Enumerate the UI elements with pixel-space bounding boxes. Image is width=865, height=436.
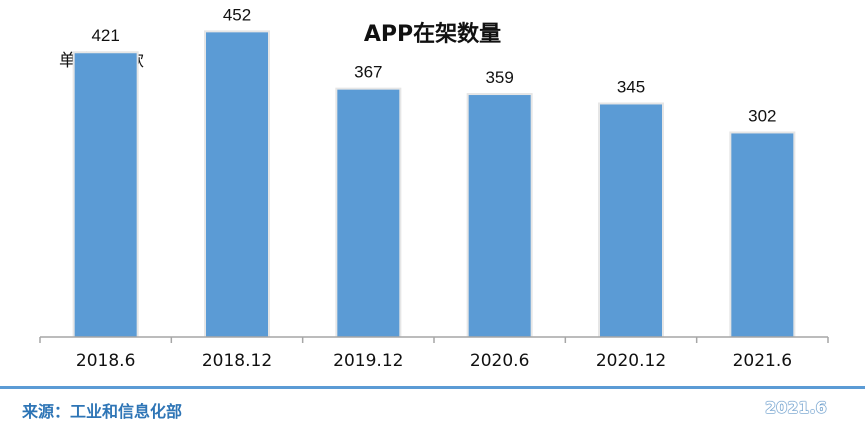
data-label: 345 [617,77,645,96]
bar [206,32,268,338]
data-label: 367 [354,63,382,82]
x-tick-label: 2018.6 [76,351,135,371]
date-badge: 2021.6 [765,398,827,417]
data-label: 452 [223,5,251,24]
bar [731,133,794,337]
x-tick-label: 2019.12 [333,351,403,371]
bar-chart: 421 2018.6 452 2018.12 367 2019.12 359 2020.6 34… [39,5,829,371]
bar [600,104,662,337]
bars-layer [72,30,796,338]
chart-title: APP在架数量 [363,22,502,47]
ticks-layer [39,337,829,343]
bar [337,89,400,337]
labels-layer: 421 2018.6 452 2018.12 367 2019.12 359 2020.6 34… [76,5,792,371]
bar [74,53,137,337]
bar [468,95,531,337]
source-note: 来源：工业和信息化部 [22,402,183,421]
x-tick-label: 2020.12 [596,351,666,371]
x-tick-label: 2020.6 [470,351,529,371]
data-label: 302 [748,106,776,125]
data-label: 359 [485,68,513,87]
x-tick-label: 2021.6 [733,351,792,371]
x-tick-label: 2018.12 [202,351,272,371]
data-label: 421 [91,26,119,45]
footer-divider [0,386,865,389]
